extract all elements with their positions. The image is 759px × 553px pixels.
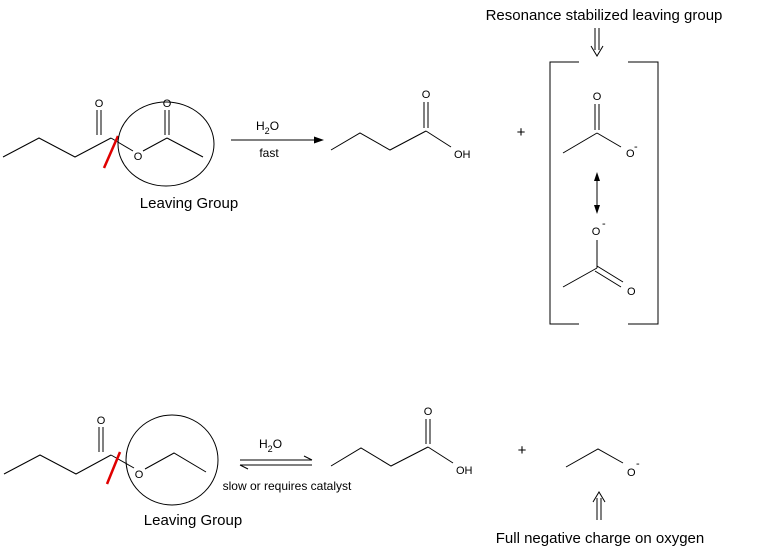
leaving-group-circle: [117, 101, 215, 187]
acetate-1-charge: -: [634, 141, 638, 153]
bridging-oxygen: O: [134, 151, 143, 163]
reagent-water-bottom: H2O: [259, 437, 282, 454]
plus-sign-bottom: +: [518, 442, 527, 459]
plus-sign-top: +: [517, 124, 526, 141]
ethoxide-oxygen: O: [627, 467, 636, 479]
acetate-form-1: O O -: [562, 91, 638, 160]
acetate-form-2: O - O: [562, 218, 636, 298]
bond-cleavage-mark: [102, 135, 120, 169]
leaving-group-label-bottom: Leaving Group: [144, 512, 242, 529]
ester-leaving-group-circle: [125, 414, 219, 506]
carbonyl-oxygen-left: O: [95, 98, 104, 110]
ester-carbonyl-oxygen: O: [97, 415, 106, 427]
full-negative-label: Full negative charge on oxygen: [496, 530, 704, 547]
ethoxide-structure: O -: [565, 448, 640, 479]
condition-slow: slow or requires catalyst: [223, 479, 352, 493]
hydroxyl-top: OH: [454, 149, 471, 161]
carbonyl-oxygen-right: O: [163, 98, 172, 110]
resonance-title: Resonance stabilized leaving group: [486, 7, 723, 24]
butanoic-acid-bottom: O OH: [330, 406, 473, 477]
acetate-2-charge: -: [602, 218, 606, 230]
resonance-bracket: [549, 61, 659, 325]
reagent-water-top: H2O: [256, 119, 279, 136]
acetate-2-anion-oxygen: O: [592, 226, 601, 238]
resonance-arrow: [594, 172, 600, 214]
ester-structure: O O: [3, 415, 207, 481]
condition-fast: fast: [259, 146, 279, 160]
ethoxide-up-arrow: [592, 491, 606, 520]
anhydride-structure: O O O: [2, 98, 204, 163]
forward-arrow-top: [231, 136, 324, 144]
resonance-down-arrow: [590, 28, 604, 57]
acetate-1-carbonyl-oxygen: O: [593, 91, 602, 103]
butanoic-acid-top: O OH: [330, 89, 471, 161]
equilibrium-arrow: [239, 455, 313, 470]
ester-oxygen: O: [135, 469, 144, 481]
ethoxide-charge: -: [636, 458, 640, 470]
acid-carbonyl-oxygen-bottom: O: [424, 406, 433, 418]
acetate-1-anion-oxygen: O: [626, 148, 635, 160]
acid-carbonyl-oxygen-top: O: [422, 89, 431, 101]
ester-cleavage-mark: [105, 451, 122, 485]
svg-text:H2O: H2O: [259, 437, 282, 454]
hydroxyl-bottom: OH: [456, 465, 473, 477]
acetate-2-carbonyl-oxygen: O: [627, 286, 636, 298]
leaving-group-label-top: Leaving Group: [140, 195, 238, 212]
svg-text:H2O: H2O: [256, 119, 279, 136]
